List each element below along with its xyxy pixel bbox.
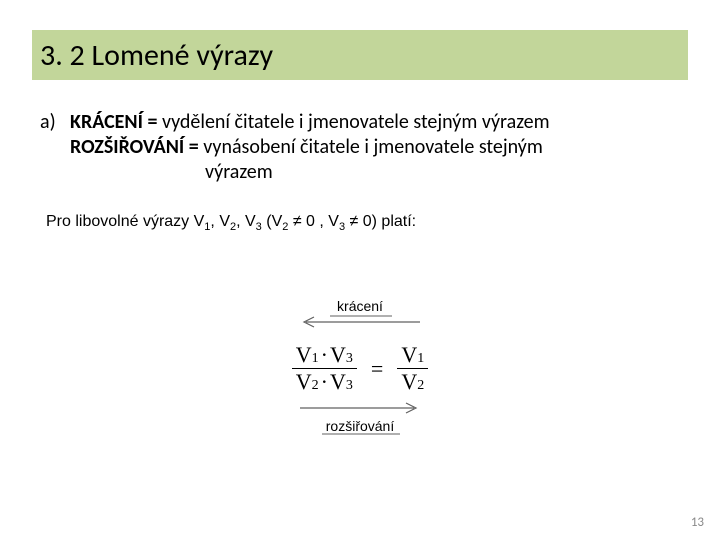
def-rozsirovani-text: vynásobení čitatele i jmenovatele stejný…	[203, 135, 543, 159]
subscript: 2	[417, 378, 424, 393]
var: V	[330, 369, 346, 394]
label-kraceni: krácení	[0, 298, 720, 314]
list-content: KRÁCENÍ = vydělení čitatele i jmenovatel…	[70, 110, 680, 185]
fraction-right: V1 V2	[397, 342, 428, 396]
dot: ·	[319, 369, 330, 394]
rule-text: ≠ 0) platí:	[345, 213, 416, 230]
var: V	[330, 342, 346, 367]
definition-rozsirovani: ROZŠIŘOVÁNÍ = vynásobení čitatele i jmen…	[70, 135, 680, 160]
subscript: 1	[417, 351, 424, 366]
slide-title: 3. 2 Lomené výrazy	[40, 37, 273, 74]
term-rozsirovani: ROZŠIŘOVÁNÍ =	[70, 135, 203, 159]
equals-sign: =	[367, 356, 387, 382]
body-content: a) KRÁCENÍ = vydělení čitatele i jmenova…	[40, 110, 680, 233]
subscript: 3	[346, 351, 353, 366]
var: V	[296, 342, 312, 367]
rule-text: Pro libovolné výrazy V	[46, 213, 204, 230]
label-rozsirovani: rozšiřování	[0, 418, 720, 434]
subscript: 1	[312, 351, 319, 366]
underline-kraceni	[0, 0, 720, 540]
title-bar: 3. 2 Lomené výrazy	[32, 30, 688, 80]
list-marker: a)	[40, 110, 70, 185]
def-kraceni-text: vydělení čitatele i jmenovatele stejným …	[162, 110, 550, 134]
numerator-left: V1·V3	[292, 342, 357, 368]
dot: ·	[319, 342, 330, 367]
arrow-bottom	[300, 403, 416, 413]
denominator-right: V2	[397, 369, 428, 395]
rule-text: , V	[210, 213, 230, 230]
definition-kraceni: KRÁCENÍ = vydělení čitatele i jmenovatel…	[70, 110, 680, 135]
term-kraceni: KRÁCENÍ =	[70, 110, 162, 134]
subscript: 3	[346, 378, 353, 393]
def-rozsirovani-cont: výrazem	[70, 160, 680, 185]
denominator-left: V2·V3	[292, 369, 357, 395]
subscript: 2	[312, 378, 319, 393]
rule-text: (V	[262, 213, 282, 230]
rule-text: ≠ 0 , V	[288, 213, 339, 230]
rule-statement: Pro libovolné výrazy V1, V2, V3 (V2 ≠ 0 …	[46, 213, 680, 233]
var: V	[401, 369, 417, 394]
list-item-a: a) KRÁCENÍ = vydělení čitatele i jmenova…	[40, 110, 680, 185]
arrow-top	[304, 317, 420, 327]
formula: V1·V3 V2·V3 = V1 V2	[0, 342, 720, 396]
fraction-left: V1·V3 V2·V3	[292, 342, 357, 396]
var: V	[296, 369, 312, 394]
var: V	[401, 342, 417, 367]
rule-text: , V	[236, 213, 256, 230]
numerator-right: V1	[397, 342, 428, 368]
page-number: 13	[691, 515, 704, 530]
